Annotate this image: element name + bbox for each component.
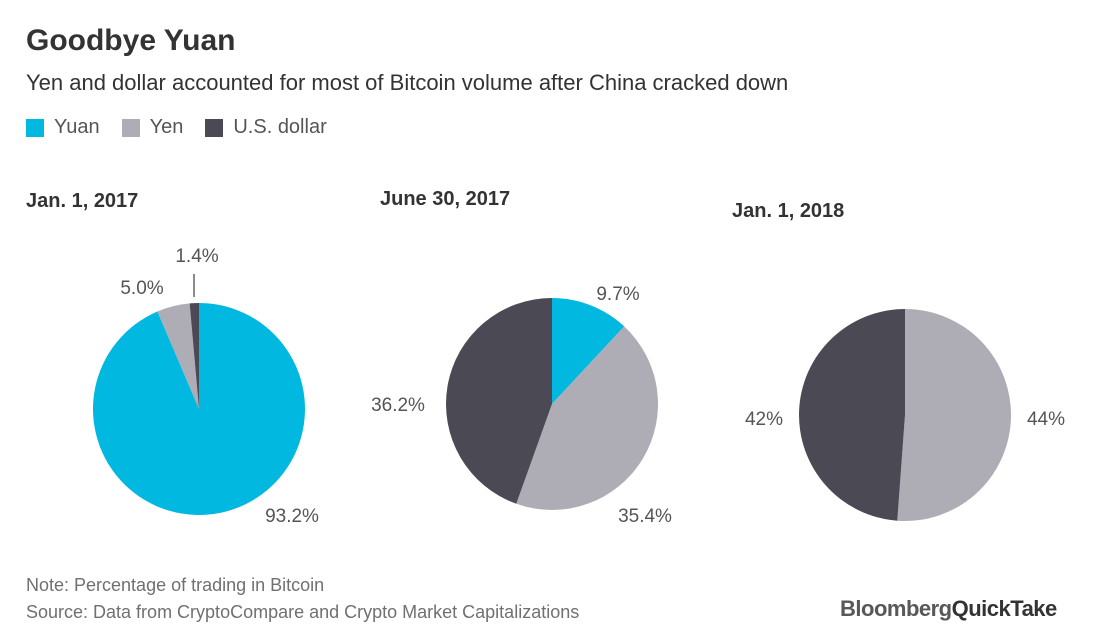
legend-label-yuan: Yuan (54, 116, 100, 138)
pie-label-yen: 35.4% (618, 506, 672, 527)
source-text: Source: Data from CryptoCompare and Cryp… (26, 602, 580, 622)
chart-title: Goodbye Yuan (26, 24, 236, 57)
pie-slice-yen (516, 326, 659, 510)
pie-title-jan-2017: Jan. 1, 2017 (26, 190, 139, 212)
legend-label-yen: Yen (149, 116, 184, 138)
footer-note: Note: Percentage of trading in Bitcoin S… (26, 572, 579, 626)
legend-swatch-yen (121, 118, 140, 137)
pie-label-yuan: 9.7% (596, 284, 639, 305)
pie-label-yen: 5.0% (120, 278, 163, 299)
legend-item-yen: Yen (121, 116, 184, 139)
pie-label-yuan: 93.2% (265, 506, 319, 527)
legend-item-usd: U.S. dollar (205, 116, 327, 139)
legend-swatch-usd (205, 118, 224, 137)
pie-slice-yuan (552, 298, 625, 404)
pie-label-yen: 44% (1027, 409, 1065, 430)
legend-swatch-yuan (26, 118, 44, 137)
legend-label-usd: U.S. dollar (233, 116, 327, 138)
pie-slice-yen (157, 303, 199, 409)
logo-bloomberg: Bloomberg (840, 596, 952, 621)
legend-item-yuan: Yuan (26, 116, 100, 139)
pie-2: 44% 42% (745, 309, 1065, 521)
pie-0: 93.2% 5.0% 1.4% (92, 246, 319, 527)
chart-subtitle: Yen and dollar accounted for most of Bit… (26, 70, 789, 95)
legend: Yuan Yen U.S. dollar (26, 116, 349, 139)
pie-slice-u-s-dollar (445, 298, 552, 504)
pie-label-u-s-dollar: 36.2% (371, 395, 425, 416)
bloomberg-quicktake-logo: BloombergQuickTake (840, 596, 1057, 622)
note-text: Note: Percentage of trading in Bitcoin (26, 575, 325, 595)
pie-label-u-s-dollar: 42% (745, 409, 783, 430)
pie-title-jun-2017: June 30, 2017 (380, 188, 511, 210)
pie-slice-yen (897, 309, 1011, 521)
pie-1: 9.7% 35.4% 36.2% (371, 284, 672, 527)
logo-quicktake: QuickTake (951, 596, 1058, 621)
pie-slice-u-s-dollar (189, 303, 199, 409)
pie-slice-u-s-dollar (798, 309, 905, 521)
pie-label-u-s-dollar: 1.4% (175, 246, 218, 267)
pie-title-jan-2018: Jan. 1, 2018 (732, 200, 845, 222)
pie-slice-yuan (92, 303, 305, 515)
